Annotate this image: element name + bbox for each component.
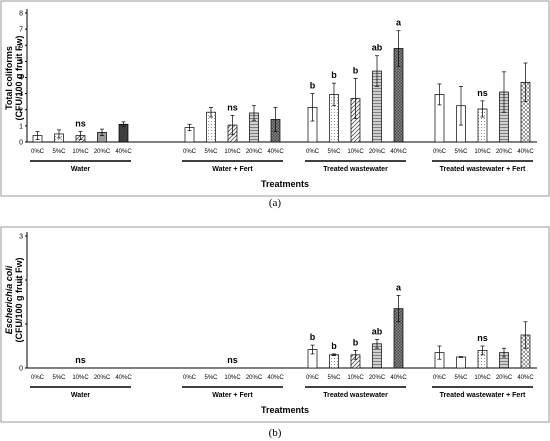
y-axis-title-line1: Escherichia coli bbox=[4, 265, 14, 334]
bar bbox=[456, 356, 466, 369]
group-label: Treated wastewater + Fert bbox=[440, 166, 526, 173]
category-label: 0%C bbox=[306, 375, 320, 381]
y-tick-label: 0 bbox=[19, 366, 23, 373]
category-label: 0%C bbox=[31, 375, 45, 381]
category-label: 40%C bbox=[115, 375, 132, 381]
escherichia-coli-chart: 0 1 2 3 Escherichia coli(CFU/100 g fruit Fw)… bbox=[4, 232, 537, 439]
y-tick-label: 7 bbox=[19, 27, 23, 34]
y-tick-label: 8 bbox=[19, 11, 23, 18]
category-label: 20%C bbox=[369, 149, 386, 155]
category-label: 0%C bbox=[183, 149, 197, 155]
y-tick-label: 2 bbox=[19, 107, 23, 114]
category-label: 10%C bbox=[474, 375, 491, 381]
significance-letter: ns bbox=[477, 88, 488, 98]
significance-letter: ab bbox=[372, 43, 383, 53]
group-label: Treated wastewater bbox=[323, 392, 388, 399]
category-label: 40%C bbox=[390, 149, 407, 155]
y-tick-label: 6 bbox=[19, 43, 23, 50]
category-label: 10%C bbox=[72, 149, 89, 155]
category-label: 10%C bbox=[347, 375, 364, 381]
category-label: 5%C bbox=[52, 149, 66, 155]
y-tick-label: 4 bbox=[19, 75, 23, 82]
y-tick-label: 1 bbox=[19, 322, 23, 329]
y-axis-title-line2: (CFU/100 g fruit Fw) bbox=[14, 35, 24, 120]
y-tick-label: 5 bbox=[19, 59, 23, 66]
category-label: 5%C bbox=[454, 149, 468, 155]
bar bbox=[329, 354, 339, 369]
y-axis-title: Total coliforms(CFU/100 g fruit Fw) bbox=[4, 35, 24, 120]
y-tick-label: 2 bbox=[19, 278, 23, 285]
panel-b-frame bbox=[0, 226, 550, 423]
significance-letter: b bbox=[331, 70, 337, 80]
significance-letter: ns bbox=[227, 102, 238, 112]
y-tick-label: 1 bbox=[19, 123, 23, 130]
panel-label: (b) bbox=[269, 427, 282, 439]
category-label: 20%C bbox=[369, 375, 386, 381]
significance-letter: a bbox=[396, 18, 402, 28]
category-label: 40%C bbox=[115, 149, 132, 155]
category-label: 0%C bbox=[183, 375, 197, 381]
category-label: 40%C bbox=[267, 375, 284, 381]
category-label: 20%C bbox=[496, 149, 513, 155]
category-label: 10%C bbox=[224, 375, 241, 381]
significance-letter: ab bbox=[372, 326, 383, 336]
category-label: 10%C bbox=[224, 149, 241, 155]
category-label: 0%C bbox=[306, 149, 320, 155]
category-label: 10%C bbox=[347, 149, 364, 155]
category-label: 0%C bbox=[433, 149, 447, 155]
group-label: Water + Fert bbox=[212, 166, 253, 173]
significance-letter: b bbox=[331, 341, 337, 351]
significance-letter: b bbox=[310, 81, 316, 91]
category-label: 10%C bbox=[474, 149, 491, 155]
panel-a-frame bbox=[0, 0, 550, 197]
panel-label: (a) bbox=[269, 197, 282, 209]
category-label: 5%C bbox=[52, 375, 66, 381]
category-label: 5%C bbox=[204, 149, 218, 155]
category-label: 40%C bbox=[267, 149, 284, 155]
significance-letter: ns bbox=[477, 333, 488, 343]
significance-letter: ns bbox=[75, 355, 86, 365]
x-axis-title: Treatments bbox=[261, 179, 309, 189]
category-label: 20%C bbox=[94, 375, 111, 381]
total-coliforms-chart: 0 1 2 3 4 5 6 7 8 Total coliforms(CFU/100 g fruit… bbox=[4, 9, 537, 209]
category-label: 40%C bbox=[390, 375, 407, 381]
category-label: 20%C bbox=[496, 375, 513, 381]
group-label: Water bbox=[71, 166, 90, 173]
significance-letter: b bbox=[310, 332, 316, 342]
significance-letter: a bbox=[396, 282, 402, 292]
significance-letter: ns bbox=[227, 355, 238, 365]
category-label: 40%C bbox=[517, 375, 534, 381]
significance-letter: b bbox=[353, 337, 359, 347]
category-label: 5%C bbox=[327, 375, 341, 381]
y-axis-title-line1: Total coliforms bbox=[4, 46, 14, 110]
y-axis-title-line2: (CFU/100 g fruit Fw) bbox=[14, 257, 24, 342]
y-tick-label: 3 bbox=[19, 234, 23, 241]
category-label: 20%C bbox=[246, 375, 263, 381]
group-label: Treated wastewater bbox=[323, 166, 388, 173]
significance-letter: b bbox=[353, 65, 359, 75]
group-label: Treated wastewater + Fert bbox=[440, 392, 526, 399]
category-label: 40%C bbox=[517, 149, 534, 155]
category-label: 0%C bbox=[31, 149, 45, 155]
group-label: Water bbox=[71, 392, 90, 399]
category-label: 10%C bbox=[72, 375, 89, 381]
y-tick-label: 0 bbox=[19, 140, 23, 147]
category-label: 0%C bbox=[433, 375, 447, 381]
category-label: 5%C bbox=[327, 149, 341, 155]
x-axis-title: Treatments bbox=[261, 405, 309, 415]
group-label: Water + Fert bbox=[212, 392, 253, 399]
significance-letter: ns bbox=[75, 119, 86, 129]
category-label: 5%C bbox=[454, 375, 468, 381]
y-tick-label: 3 bbox=[19, 91, 23, 98]
y-axis-title: Escherichia coli(CFU/100 g fruit Fw) bbox=[4, 257, 24, 342]
category-label: 20%C bbox=[246, 149, 263, 155]
category-label: 20%C bbox=[94, 149, 111, 155]
category-label: 5%C bbox=[204, 375, 218, 381]
